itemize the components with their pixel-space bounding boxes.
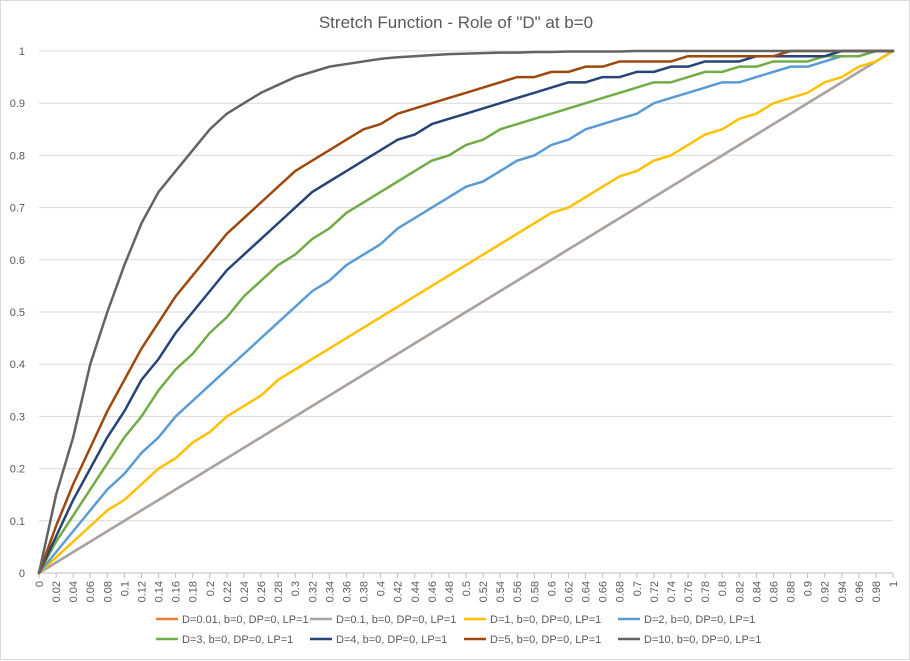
y-tick-label: 0 <box>19 568 25 580</box>
x-tick-label: 0.2 <box>205 581 217 596</box>
x-tick-label: 0.98 <box>871 581 883 602</box>
x-tick-label: 0.82 <box>734 581 746 602</box>
x-tick-label: 0.48 <box>444 581 456 602</box>
x-tick-label: 0.96 <box>854 581 866 602</box>
x-tick-label: 0.12 <box>136 581 148 602</box>
y-tick-label: 0.6 <box>10 255 25 267</box>
x-tick-label: 1 <box>888 581 900 587</box>
x-tick-label: 0.06 <box>85 581 97 602</box>
x-tick-label: 0.76 <box>683 581 695 602</box>
x-tick-label: 0.68 <box>615 581 627 602</box>
y-tick-label: 0.7 <box>10 203 25 215</box>
x-tick-label: 0.28 <box>273 581 285 602</box>
x-tick-label: 0.24 <box>239 581 251 602</box>
x-tick-label: 0.5 <box>461 581 473 596</box>
y-tick-label: 0.8 <box>10 150 25 162</box>
x-tick-label: 0.9 <box>803 581 815 596</box>
series-line <box>37 49 895 575</box>
y-tick-label: 0.5 <box>10 307 25 319</box>
series-lines <box>37 49 895 575</box>
legend-label: D=10, b=0, DP=0, LP=1 <box>644 634 761 646</box>
y-tick-label: 0.1 <box>10 516 25 528</box>
legend-label: D=2, b=0, DP=0, LP=1 <box>644 614 755 626</box>
x-tick-label: 0.88 <box>786 581 798 602</box>
x-tick-label: 0.18 <box>188 581 200 602</box>
x-tick-label: 0.3 <box>290 581 302 596</box>
x-tick-label: 0.36 <box>341 581 353 602</box>
series-line <box>37 49 895 575</box>
x-tick-label: 0.46 <box>427 581 439 602</box>
x-tick-label: 0.86 <box>768 581 780 602</box>
legend-label: D=3, b=0, DP=0, LP=1 <box>182 634 293 646</box>
x-tick-label: 0.84 <box>751 581 763 602</box>
x-tick-label: 0.32 <box>307 581 319 602</box>
chart-title: Stretch Function - Role of "D" at b=0 <box>319 13 593 32</box>
x-tick-label: 0.52 <box>478 581 490 602</box>
y-tick-label: 0.2 <box>10 464 25 476</box>
x-tick-label: 0.14 <box>154 581 166 602</box>
x-tick-label: 0.02 <box>51 581 63 602</box>
x-tick-label: 0.66 <box>598 581 610 602</box>
y-tick-label: 0.3 <box>10 411 25 423</box>
y-tick-label: 1 <box>19 46 25 58</box>
x-tick-label: 0.7 <box>632 581 644 596</box>
x-tick-label: 0.94 <box>837 581 849 602</box>
axes: 0 0.1 0.2 0.3 0.4 0.5 0.6 0.7 0.8 0.9 1 0 0.02 0.04 0.… <box>10 46 900 602</box>
x-tick-label: 0.56 <box>512 581 524 602</box>
x-tick-label: 0.22 <box>222 581 234 602</box>
legend-label: D=0.01, b=0, DP=0, LP=1 <box>182 614 309 626</box>
x-tick-label: 0.4 <box>376 581 388 596</box>
y-tick-label: 0.4 <box>10 359 25 371</box>
y-tick-label: 0.9 <box>10 98 25 110</box>
series-line <box>37 49 895 575</box>
x-tick-label: 0.62 <box>563 581 575 602</box>
x-tick-label: 0.26 <box>256 581 268 602</box>
x-tick-label: 0.1 <box>119 581 131 596</box>
x-tick-label: 0.38 <box>359 581 371 602</box>
x-tick-label: 0.92 <box>820 581 832 602</box>
series-line <box>37 49 895 575</box>
series-line <box>37 49 895 575</box>
x-tick-label: 0.72 <box>649 581 661 602</box>
series-line <box>37 49 895 575</box>
x-tick-label: 0.6 <box>546 581 558 596</box>
x-tick-label: 0.54 <box>495 581 507 602</box>
x-tick-label: 0.42 <box>393 581 405 602</box>
grid <box>39 50 893 522</box>
legend-label: D=5, b=0, DP=0, LP=1 <box>490 634 601 646</box>
x-tick-label: 0.44 <box>410 581 422 602</box>
x-tick-label: 0.34 <box>324 581 336 602</box>
x-tick-label: 0.16 <box>171 581 183 602</box>
series-line <box>37 49 895 575</box>
legend: D=0.01, b=0, DP=0, LP=1 D=0.1, b=0, DP=0,… <box>156 614 761 646</box>
x-tick-label: 0.08 <box>102 581 114 602</box>
x-tick-label: 0.64 <box>581 581 593 602</box>
legend-label: D=0.1, b=0, DP=0, LP=1 <box>336 614 456 626</box>
x-tick-label: 0 <box>34 581 46 587</box>
legend-label: D=1, b=0, DP=0, LP=1 <box>490 614 601 626</box>
x-tick-label: 0.04 <box>68 581 80 602</box>
x-tick-label: 0.58 <box>529 581 541 602</box>
x-tick-label: 0.8 <box>717 581 729 596</box>
x-tick-label: 0.78 <box>700 581 712 602</box>
x-tick-label: 0.74 <box>666 581 678 602</box>
legend-label: D=4, b=0, DP=0, LP=1 <box>336 634 447 646</box>
